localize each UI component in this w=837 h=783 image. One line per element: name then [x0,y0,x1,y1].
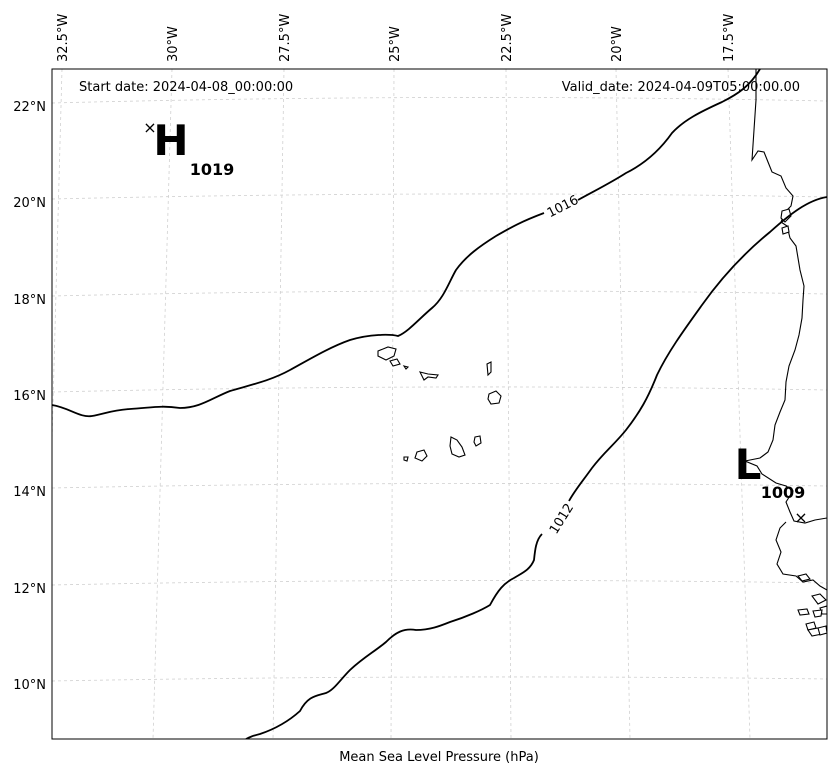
coastal-islet [797,573,811,582]
isobar-1016-western [52,212,545,418]
graticule [52,69,827,739]
lon-tick-label: 25°W [388,26,403,62]
island-sal [486,361,492,377]
isobar-1012-northern [568,196,827,502]
island-santo-antao [377,346,397,361]
meridian-line [272,69,285,739]
lat-tick-label: 12°N [13,582,46,597]
map-caption: Mean Sea Level Pressure (hPa) [339,750,539,765]
start-date-label: Start date: 2024-04-08_00:00:00 [79,80,293,95]
high-center-value: 1019 [190,160,235,179]
coastline-guinea-bissau [775,521,827,591]
coastal-islet [811,593,827,605]
lon-tick-label: 20°W [610,26,625,62]
island-sao-vicente [389,358,401,367]
lon-tick-label: 27.5°W [278,14,293,62]
parallel-line [52,193,827,200]
coastline-west-africa [743,69,827,637]
high-center-marker: × [143,118,156,137]
parallel-line [52,290,827,297]
latitude-tick-labels: 22°N 20°N 18°N 16°N 14°N 12°N 10°N [13,100,46,693]
coastal-islet [817,625,827,636]
coastal-islet [780,208,792,223]
lon-tick-label: 32.5°W [56,14,71,62]
coastal-islet [812,609,823,618]
low-pressure-center: L 1009 × [735,440,808,527]
coastal-islet [797,608,810,616]
parallel-line [52,97,827,104]
isobar-1016-eastern [577,69,761,201]
lat-tick-label: 10°N [13,678,46,693]
longitude-tick-labels: 32.5°W 30°W 27.5°W 25°W 22.5°W 20°W 17.5… [56,14,737,62]
parallel-line [52,580,827,586]
lat-tick-label: 14°N [13,485,46,500]
coastline-mainland [743,69,827,524]
lon-tick-label: 22.5°W [500,14,515,62]
meridian-line [390,69,395,739]
meridian-line [727,69,751,739]
lon-tick-label: 17.5°W [722,14,737,62]
island-santiago [449,436,466,458]
lat-tick-label: 22°N [13,100,46,115]
isobars [52,69,827,739]
low-center-marker: × [794,508,807,527]
low-center-letter: L [735,440,762,489]
island-maio [473,435,482,447]
low-center-value: 1009 [761,483,806,502]
island-santa-luzia [402,365,410,370]
valid-date-label: Valid_date: 2024-04-09T05:00:00.00 [562,80,800,95]
island-boa-vista [487,390,502,405]
cape-verde-islands [377,346,502,462]
meridian-line [505,69,512,739]
high-center-letter: H [153,116,188,165]
isobar-1012-southern [245,533,543,739]
lat-tick-label: 20°N [13,196,46,211]
parallel-line [52,676,827,682]
parallel-line [52,483,827,489]
parallel-line [52,386,827,393]
map-panel: 1016 1012 × H 1019 L 1009 × Start date: … [52,69,827,739]
meridian-line [615,69,631,739]
island-sao-nicolau [418,371,439,381]
island-brava [403,456,409,462]
meridian-line [152,69,173,739]
map-frame [51,68,828,740]
high-pressure-center: × H 1019 [143,116,234,179]
island-fogo [414,449,428,462]
lat-tick-label: 16°N [13,389,46,404]
lat-tick-label: 18°N [13,293,46,308]
lon-tick-label: 30°W [166,26,181,62]
coastal-islet [781,225,790,235]
